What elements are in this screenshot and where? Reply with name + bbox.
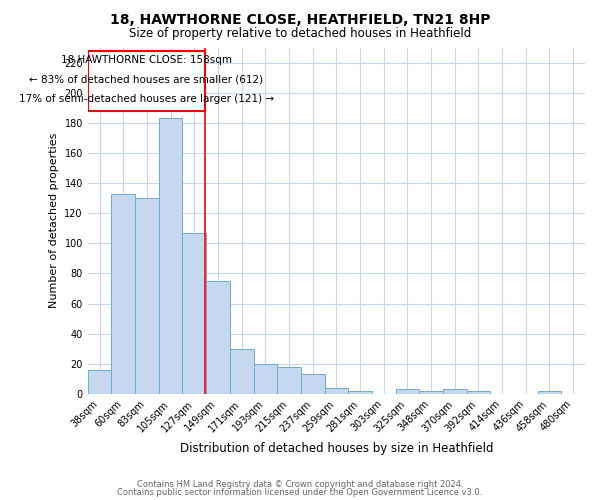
Bar: [206, 281, 230, 394]
Bar: [325, 388, 348, 394]
Text: 18 HAWTHORNE CLOSE: 158sqm: 18 HAWTHORNE CLOSE: 158sqm: [61, 55, 232, 65]
Bar: [230, 348, 254, 394]
Bar: [135, 198, 159, 394]
Bar: [182, 232, 206, 394]
Text: Contains public sector information licensed under the Open Government Licence v3: Contains public sector information licen…: [118, 488, 482, 497]
Bar: [443, 390, 467, 394]
Bar: [301, 374, 325, 394]
X-axis label: Distribution of detached houses by size in Heathfield: Distribution of detached houses by size …: [179, 442, 493, 455]
Bar: [538, 391, 562, 394]
Bar: [159, 118, 182, 394]
Bar: [88, 370, 112, 394]
Y-axis label: Number of detached properties: Number of detached properties: [49, 133, 59, 308]
Bar: [467, 391, 490, 394]
Bar: [254, 364, 277, 394]
Text: ← 83% of detached houses are smaller (612): ← 83% of detached houses are smaller (61…: [29, 74, 263, 85]
Bar: [348, 391, 372, 394]
Text: Contains HM Land Registry data © Crown copyright and database right 2024.: Contains HM Land Registry data © Crown c…: [137, 480, 463, 489]
Bar: [277, 367, 301, 394]
Text: Size of property relative to detached houses in Heathfield: Size of property relative to detached ho…: [129, 28, 471, 40]
Bar: [88, 50, 205, 111]
Text: 18, HAWTHORNE CLOSE, HEATHFIELD, TN21 8HP: 18, HAWTHORNE CLOSE, HEATHFIELD, TN21 8H…: [110, 12, 490, 26]
Bar: [112, 194, 135, 394]
Bar: [419, 391, 443, 394]
Bar: [395, 390, 419, 394]
Text: 17% of semi-detached houses are larger (121) →: 17% of semi-detached houses are larger (…: [19, 94, 274, 104]
